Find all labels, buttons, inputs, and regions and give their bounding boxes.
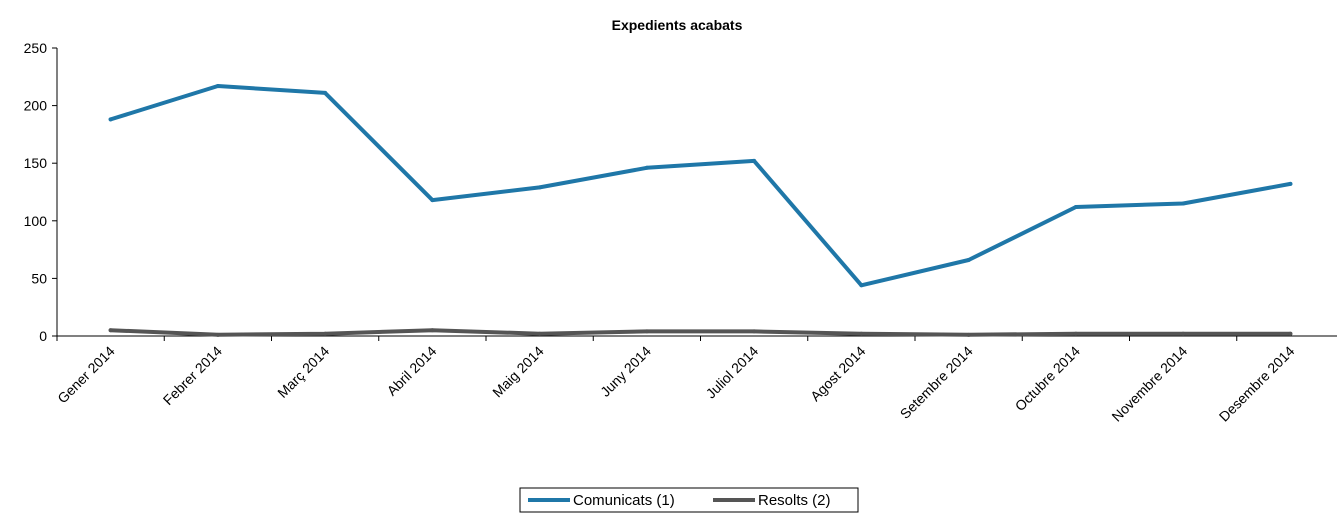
data-point <box>752 329 756 333</box>
data-point <box>1288 332 1292 336</box>
x-tick-label: Juliol 2014 <box>703 343 762 402</box>
data-point <box>859 332 863 336</box>
data-point <box>859 283 863 287</box>
y-tick-label: 250 <box>24 40 48 56</box>
chart-title: Expedients acabats <box>612 17 743 33</box>
legend-label: Resolts (2) <box>758 492 831 509</box>
series-line-1 <box>111 330 1291 335</box>
data-point <box>323 91 327 95</box>
x-tick-label: Febrer 2014 <box>160 343 225 408</box>
data-point <box>430 198 434 202</box>
y-tick-label: 200 <box>24 98 48 114</box>
x-tick-label: Gener 2014 <box>54 343 118 407</box>
data-point <box>1181 202 1185 206</box>
data-point <box>967 258 971 262</box>
y-tick-label: 150 <box>24 155 48 171</box>
x-tick-label: Novembre 2014 <box>1108 343 1190 425</box>
x-tick-label: Maig 2014 <box>489 343 547 401</box>
y-tick-label: 0 <box>39 328 47 344</box>
x-tick-label: Juny 2014 <box>597 343 654 400</box>
data-point <box>538 185 542 189</box>
data-point <box>109 117 113 121</box>
data-point <box>645 329 649 333</box>
data-point <box>430 328 434 332</box>
y-tick-label: 100 <box>24 213 48 229</box>
data-point <box>1181 332 1185 336</box>
legend: Comunicats (1) Resolts (2) <box>520 488 858 512</box>
series-line-0 <box>111 86 1291 285</box>
data-point <box>1074 205 1078 209</box>
x-tick-label: Agost 2014 <box>807 343 869 405</box>
data-point <box>216 84 220 88</box>
x-tick-label: Desembre 2014 <box>1216 343 1298 425</box>
x-tick-label: Octubre 2014 <box>1012 343 1083 414</box>
series-layer <box>109 84 1293 337</box>
data-point <box>216 333 220 337</box>
data-point <box>538 332 542 336</box>
axes: 0 50 100 150 200 250 Gener 2014 Febrer 2014 Març… <box>24 40 1337 425</box>
y-tick-label: 50 <box>31 270 47 286</box>
legend-label: Comunicats (1) <box>573 492 675 509</box>
x-tick-label: Març 2014 <box>274 343 332 401</box>
x-tick-label: Setembre 2014 <box>897 343 976 422</box>
data-point <box>967 333 971 337</box>
x-tick-label: Abril 2014 <box>384 343 440 399</box>
data-point <box>645 166 649 170</box>
data-point <box>1288 182 1292 186</box>
data-point <box>752 159 756 163</box>
data-point <box>1074 332 1078 336</box>
data-point <box>109 328 113 332</box>
data-point <box>323 332 327 336</box>
